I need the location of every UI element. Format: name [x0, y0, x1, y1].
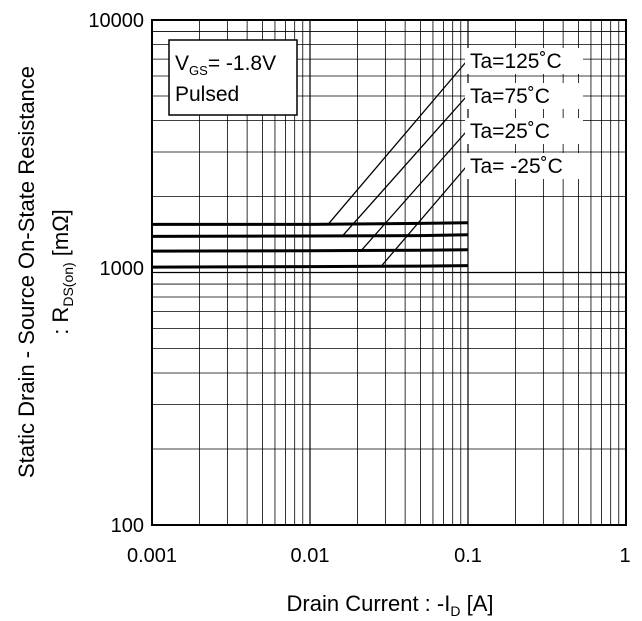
- plot-frame: [151, 19, 627, 526]
- vgs-label: VGS= -1.8V: [175, 52, 276, 78]
- x-tick-label: 1: [619, 545, 630, 567]
- x-tick-label: 0.01: [291, 545, 330, 567]
- x-tick-labels: 0.001 0.01 0.1 1: [127, 545, 631, 567]
- y-tick-labels: 10000 1000 100: [88, 10, 144, 537]
- legend: Ta=125˚C Ta=75˚C Ta=25˚C Ta= -25˚C: [465, 48, 583, 179]
- series-line: [152, 221, 469, 226]
- legend-label-125: Ta=125˚C: [470, 50, 562, 73]
- series-line: [151, 233, 469, 238]
- legend-leader-line: [380, 166, 467, 268]
- x-axis-label: Drain Current : -ID [A]: [287, 591, 494, 619]
- y-tick-label: 10000: [88, 10, 144, 32]
- legend-leader-line: [360, 131, 467, 252]
- legend-label-25: Ta=25˚C: [470, 120, 550, 143]
- legend-leader-line: [341, 96, 467, 237]
- legend-label-m25: Ta= -25˚C: [470, 155, 563, 178]
- condition-box: VGS= -1.8V Pulsed: [168, 39, 298, 116]
- x-tick-label: 0.001: [127, 545, 177, 567]
- series-line: [151, 264, 469, 269]
- pulsed-label: Pulsed: [175, 83, 239, 106]
- y-axis-label-line2: : RDS(on) [mΩ]: [48, 209, 76, 335]
- x-tick-label: 0.1: [454, 545, 482, 567]
- legend-leader-line: [327, 61, 467, 225]
- series-line: [151, 248, 469, 253]
- y-tick-label: 1000: [100, 258, 145, 280]
- y-axis-label: Static Drain - Source On-State Resistanc…: [14, 66, 76, 478]
- series-lines: [151, 221, 469, 269]
- y-axis-label-line1: Static Drain - Source On-State Resistanc…: [14, 66, 39, 478]
- legend-label-75: Ta=75˚C: [470, 85, 550, 108]
- legend-leader-lines: [327, 61, 467, 268]
- y-tick-label: 100: [111, 515, 144, 537]
